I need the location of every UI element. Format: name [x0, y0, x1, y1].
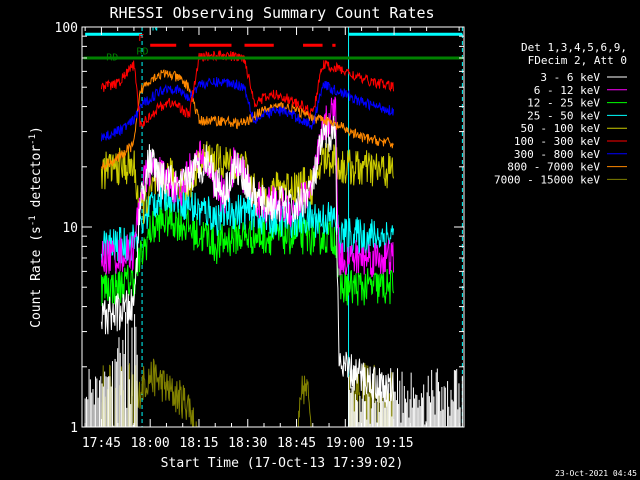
flag-label: RD — [106, 52, 118, 63]
y-tick-label: 1 — [70, 421, 78, 436]
x-axis-label: Start Time (17-Oct-13 17:39:02) — [161, 456, 404, 471]
flag-label: RD — [137, 46, 149, 57]
series-line-100-300-kev — [100, 50, 394, 128]
legend-entry-label: 100 - 300 keV — [514, 135, 600, 148]
series-line-300-800-kev — [100, 77, 394, 142]
series-line-800-7000-kev — [100, 69, 394, 171]
legend-entry-label: 12 - 25 keV — [527, 97, 600, 110]
legend-entry-label: 50 - 100 keV — [521, 122, 601, 135]
x-tick-label: 18:15 — [179, 436, 218, 451]
legend-entry-label: 3 - 6 keV — [540, 71, 600, 84]
chart-title: RHESSI Observing Summary Count Rates — [109, 4, 434, 22]
series-line-12-25-kev — [100, 199, 394, 306]
legend-header: Det 1,3,4,5,6,9, — [521, 41, 627, 54]
x-tick-label: 19:15 — [375, 436, 414, 451]
legend-entry-label: 300 - 800 keV — [514, 148, 600, 161]
series-line-7000-15000-kev — [101, 358, 393, 427]
legend-header: FDecim 2, Att 0 — [528, 54, 627, 67]
legend-entry-label: 7000 - 15000 keV — [494, 173, 600, 186]
y-tick-label: 10 — [62, 221, 78, 236]
series-line-3-6-kev — [100, 115, 394, 407]
x-tick-label: 19:00 — [326, 436, 365, 451]
y-axis-label: Count Rate (s-1 detector-1) — [28, 126, 44, 328]
series-line-25-50-kev — [100, 174, 394, 264]
legend-entry-label: 800 - 7000 keV — [507, 161, 600, 174]
legend-entry-label: 25 - 50 keV — [527, 109, 600, 122]
flag-label: F — [138, 33, 144, 44]
legend-entry-label: 6 - 12 keV — [534, 84, 601, 97]
x-tick-label: 17:45 — [82, 436, 121, 451]
flag-label: N — [152, 23, 158, 34]
x-tick-label: 18:00 — [131, 436, 170, 451]
x-tick-label: 18:30 — [228, 436, 267, 451]
y-tick-label: 100 — [55, 21, 78, 36]
x-tick-label: 18:45 — [277, 436, 316, 451]
timestamp: 23-Oct-2021 04:45 — [555, 469, 637, 478]
